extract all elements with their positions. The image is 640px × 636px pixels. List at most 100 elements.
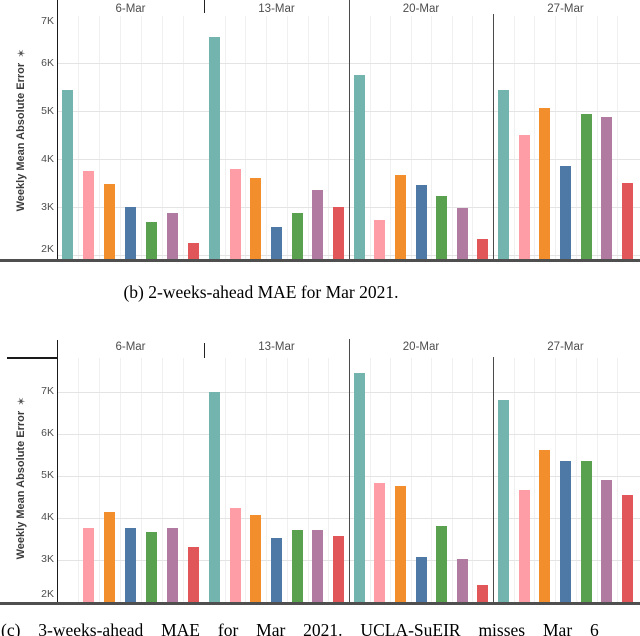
bar-purple-27-Mar bbox=[601, 479, 613, 604]
bar-pink-6-Mar bbox=[83, 527, 94, 604]
bar-orange-6-Mar bbox=[104, 183, 115, 261]
column-gridline bbox=[555, 16, 557, 259]
bar-red-6-Mar bbox=[188, 546, 199, 604]
gridline bbox=[57, 111, 640, 112]
column-gridline bbox=[390, 358, 392, 602]
column-gridline bbox=[120, 16, 121, 259]
bar-teal-13-Mar bbox=[208, 36, 220, 261]
bar-red-6-Mar bbox=[188, 243, 199, 261]
bar-orange-6-Mar bbox=[104, 511, 115, 604]
bar-purple-20-Mar bbox=[456, 558, 468, 604]
bar-pink-20-Mar bbox=[374, 220, 386, 261]
column-gridline bbox=[575, 16, 577, 259]
column-gridline bbox=[431, 16, 433, 259]
column-gridline bbox=[596, 358, 598, 602]
pin-icon: ✶ bbox=[15, 48, 28, 58]
y-axis-title: Weekly Mean Absolute Error ✶ bbox=[14, 368, 28, 588]
y-tick-label: 5K bbox=[41, 104, 54, 117]
column-gridline bbox=[513, 358, 515, 602]
bar-green-6-Mar bbox=[146, 532, 157, 604]
column-gridline bbox=[390, 16, 392, 259]
bar-orange-13-Mar bbox=[250, 177, 262, 261]
group-separator-line bbox=[492, 357, 495, 602]
column-gridline bbox=[224, 16, 226, 259]
column-gridline bbox=[410, 16, 412, 259]
bar-purple-13-Mar bbox=[312, 529, 324, 604]
group-separator-line bbox=[348, 339, 351, 602]
y-tick-label: 7K bbox=[41, 15, 54, 27]
bar-teal-13-Mar bbox=[208, 391, 220, 604]
column-gridline bbox=[617, 358, 619, 602]
bar-green-20-Mar bbox=[436, 525, 448, 604]
bar-blue-20-Mar bbox=[415, 184, 427, 261]
x-axis-line bbox=[0, 602, 640, 605]
bar-green-27-Mar bbox=[580, 114, 592, 261]
y-tick-label: 3K bbox=[41, 200, 54, 213]
column-header: 27-Mar bbox=[547, 341, 584, 353]
column-gridline bbox=[451, 16, 453, 259]
y-tick-label: 2K bbox=[41, 243, 54, 255]
bar-teal-27-Mar bbox=[497, 399, 509, 604]
column-gridline bbox=[431, 358, 433, 602]
group-separator-line bbox=[348, 0, 351, 259]
column-gridline bbox=[183, 358, 184, 602]
gridline bbox=[57, 391, 640, 393]
bar-red-27-Mar bbox=[622, 495, 634, 604]
caption-c: (c) 3-weeks-ahead MAE for Mar 2021. UCLA… bbox=[1, 620, 599, 636]
bar-teal-20-Mar bbox=[353, 74, 365, 261]
column-gridline bbox=[78, 358, 79, 602]
group-separator-tick bbox=[203, 0, 206, 13]
gridline bbox=[57, 475, 640, 477]
bar-red-20-Mar bbox=[477, 584, 489, 604]
bar-green-13-Mar bbox=[291, 213, 303, 261]
y-tick-label: 5K bbox=[41, 469, 54, 482]
gridline bbox=[57, 433, 640, 435]
bar-pink-20-Mar bbox=[374, 482, 386, 604]
x-axis-line bbox=[0, 259, 640, 262]
y-tick-label: 3K bbox=[41, 553, 54, 566]
column-gridline bbox=[286, 358, 288, 602]
bar-orange-27-Mar bbox=[539, 107, 551, 261]
y-axis-line bbox=[56, 0, 59, 259]
bar-orange-27-Mar bbox=[539, 449, 551, 604]
column-gridline bbox=[120, 358, 121, 602]
column-gridline bbox=[224, 358, 226, 602]
bar-blue-6-Mar bbox=[125, 207, 136, 261]
gridline bbox=[57, 207, 640, 208]
y-tick-label: 6K bbox=[41, 56, 54, 69]
bar-red-13-Mar bbox=[333, 535, 345, 604]
column-gridline bbox=[410, 358, 412, 602]
bar-red-20-Mar bbox=[477, 239, 489, 261]
bar-blue-27-Mar bbox=[560, 461, 571, 604]
bar-teal-27-Mar bbox=[497, 89, 509, 261]
bar-pink-6-Mar bbox=[83, 171, 94, 261]
gridline bbox=[57, 517, 640, 519]
column-gridline bbox=[245, 358, 247, 602]
column-gridline bbox=[99, 358, 100, 602]
gridline bbox=[57, 159, 640, 160]
column-header: 20-Mar bbox=[402, 3, 440, 15]
y-axis-title-text: Weekly Mean Absolute Error bbox=[15, 62, 27, 212]
gridline bbox=[57, 63, 640, 64]
group-separator-line bbox=[492, 14, 495, 259]
column-gridline bbox=[555, 358, 557, 602]
caption-b: (b) 2-weeks-ahead MAE for Mar 2021. bbox=[123, 282, 399, 302]
pin-icon: ✶ bbox=[15, 396, 28, 406]
bar-blue-20-Mar bbox=[415, 556, 427, 604]
bar-blue-6-Mar bbox=[125, 527, 136, 604]
bar-purple-20-Mar bbox=[456, 208, 468, 261]
bar-pink-27-Mar bbox=[518, 489, 530, 604]
column-gridline bbox=[472, 16, 474, 259]
column-gridline bbox=[307, 358, 309, 602]
group-separator-tick bbox=[203, 343, 206, 358]
column-header: 27-Mar bbox=[547, 3, 584, 15]
y-tick-label: 6K bbox=[41, 427, 54, 440]
bar-pink-13-Mar bbox=[229, 169, 241, 261]
column-gridline bbox=[328, 358, 330, 602]
gridline bbox=[57, 559, 640, 561]
bar-purple-13-Mar bbox=[312, 190, 324, 261]
column-gridline bbox=[266, 358, 268, 602]
bar-blue-27-Mar bbox=[560, 165, 571, 261]
bar-pink-13-Mar bbox=[229, 508, 241, 604]
